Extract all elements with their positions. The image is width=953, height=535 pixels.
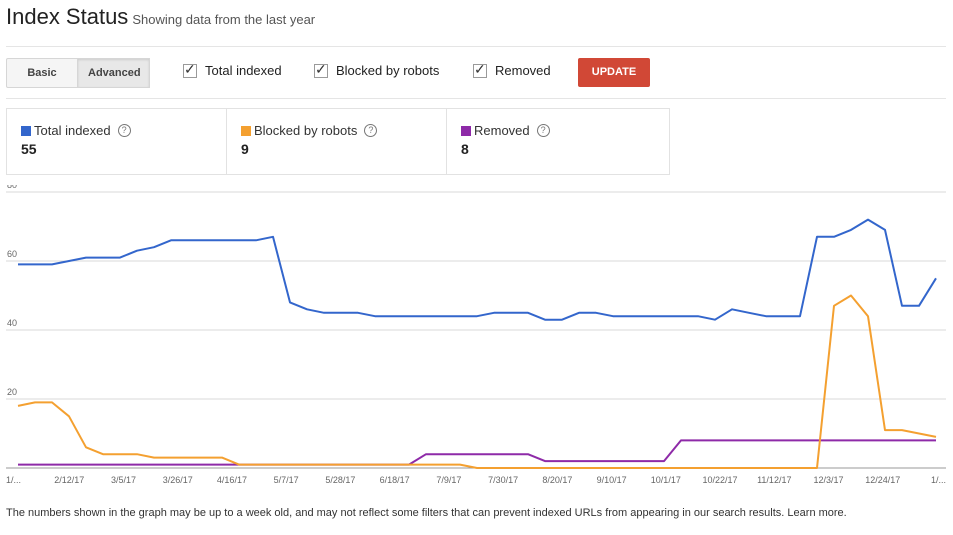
x-tick-label: 3/26/17	[163, 475, 193, 485]
page-subtitle: Showing data from the last year	[132, 12, 316, 27]
footnote-text: The numbers shown in the graph may be up…	[6, 507, 785, 519]
y-tick-label: 60	[7, 249, 17, 259]
series-line-total-indexed	[18, 218, 937, 321]
x-tick-label: 6/18/17	[380, 475, 410, 485]
x-tick-label: 7/9/17	[436, 475, 461, 485]
advanced-button[interactable]: Advanced	[78, 58, 150, 88]
legend-swatch	[21, 125, 31, 136]
x-tick-label: 10/22/17	[703, 475, 738, 485]
stat-label: Removed	[474, 123, 530, 138]
view-toggle: Basic Advanced	[6, 58, 150, 88]
x-tick-label: 2/12/17	[54, 475, 84, 485]
x-tick-label: 12/3/17	[814, 475, 844, 485]
page-title: Index Status Showing data from the last y…	[6, 4, 315, 30]
y-tick-label: 80	[7, 185, 17, 190]
learn-more-link[interactable]: Learn more.	[787, 507, 847, 519]
index-status-chart[interactable]: 20 40 60 80 1/... 2/12/17 3/5/17 3/26/17 4/16/17…	[0, 185, 953, 485]
help-icon[interactable]: ?	[536, 124, 550, 137]
checkbox-label: Removed	[495, 63, 551, 78]
x-tick-label: 12/24/17	[865, 475, 900, 485]
divider	[6, 46, 946, 47]
x-tick-label: 9/10/17	[597, 475, 627, 485]
stat-label: Blocked by robots	[254, 123, 358, 138]
stat-value: 9	[241, 141, 249, 157]
checkbox-blocked-by-robots[interactable]: Blocked by robots	[314, 61, 440, 78]
legend-swatch	[241, 125, 251, 136]
basic-button[interactable]: Basic	[6, 58, 78, 88]
stat-value: 55	[21, 141, 37, 157]
x-tick-label: 1/...	[931, 475, 946, 485]
x-tick-label: 1/...	[6, 475, 21, 485]
title-text: Index Status	[6, 4, 129, 29]
y-tick-label: 20	[7, 387, 17, 397]
legend-swatch	[461, 125, 471, 136]
divider	[6, 98, 946, 99]
checkbox-icon[interactable]	[314, 61, 328, 78]
x-tick-label: 5/7/17	[274, 475, 299, 485]
help-icon[interactable]: ?	[117, 124, 131, 137]
x-tick-label: 10/1/17	[651, 475, 681, 485]
x-tick-label: 11/12/17	[757, 475, 791, 485]
stat-removed: Removed? 8	[447, 109, 667, 174]
stat-blocked-by-robots: Blocked by robots? 9	[227, 109, 447, 174]
x-tick-label: 8/20/17	[542, 475, 572, 485]
series-line-blocked-by-robots	[17, 294, 937, 469]
checkbox-total-indexed[interactable]: Total indexed	[183, 61, 282, 78]
stat-label: Total indexed	[34, 123, 111, 138]
checkbox-removed[interactable]: Removed	[473, 61, 551, 78]
checkbox-icon[interactable]	[183, 61, 197, 78]
help-icon[interactable]: ?	[364, 124, 378, 137]
checkbox-label: Total indexed	[205, 63, 282, 78]
series-line-removed	[18, 439, 936, 466]
x-tick-label: 5/28/17	[325, 475, 355, 485]
x-tick-label: 3/5/17	[111, 475, 136, 485]
stat-total-indexed: Total indexed? 55	[7, 109, 227, 174]
checkbox-label: Blocked by robots	[336, 63, 440, 78]
footnote: The numbers shown in the graph may be up…	[6, 507, 847, 519]
x-tick-label: 4/16/17	[217, 475, 247, 485]
y-tick-label: 40	[7, 318, 17, 328]
stat-value: 8	[461, 141, 469, 157]
x-tick-label: 7/30/17	[488, 475, 518, 485]
stats-panel: Total indexed? 55 Blocked by robots? 9 R…	[6, 108, 670, 175]
update-button[interactable]: UPDATE	[578, 58, 650, 87]
checkbox-icon[interactable]	[473, 61, 487, 78]
